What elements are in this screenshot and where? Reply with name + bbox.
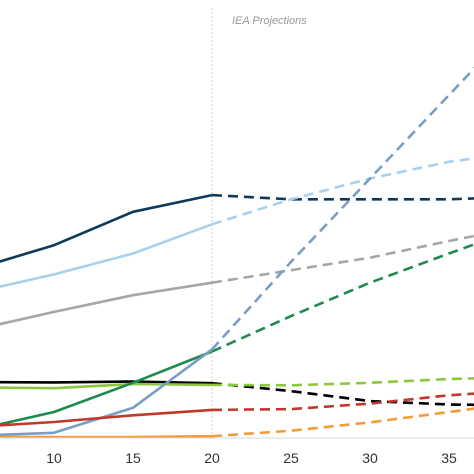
series-9-historical-line bbox=[0, 434, 213, 439]
x-tick-label: 10 bbox=[46, 450, 62, 466]
series-2-projection-line bbox=[211, 157, 474, 226]
series-3-historical-line bbox=[0, 281, 213, 326]
series-6-projection-line bbox=[211, 243, 474, 353]
series-2-historical-line bbox=[0, 223, 213, 288]
x-tick-label: 15 bbox=[125, 450, 141, 466]
series-4-historical-line bbox=[0, 380, 213, 385]
series-1-historical-line bbox=[0, 193, 213, 263]
x-tick-label: 20 bbox=[204, 450, 220, 466]
series-7-projection-line bbox=[211, 66, 474, 351]
series-9-projection-line bbox=[211, 407, 474, 438]
series-6-historical-line bbox=[0, 350, 213, 426]
series-1-projection-line bbox=[211, 193, 474, 201]
series-8-projection-line bbox=[211, 392, 474, 412]
series-layer bbox=[0, 66, 474, 439]
series-5-projection-line bbox=[211, 377, 474, 387]
series-8-historical-line bbox=[0, 408, 213, 427]
x-tick-label: 30 bbox=[362, 450, 378, 466]
x-tick-label: 35 bbox=[441, 450, 457, 466]
x-axis: 10 15 20 25 30 35 bbox=[0, 437, 474, 466]
annotation-label: IEA Projections bbox=[232, 15, 307, 27]
x-tick-label: 25 bbox=[283, 450, 299, 466]
series-5-historical-line bbox=[0, 382, 213, 390]
series-7-historical-line bbox=[0, 348, 213, 437]
series-4-projection-line bbox=[211, 381, 474, 407]
series-3-projection-line bbox=[211, 234, 474, 284]
